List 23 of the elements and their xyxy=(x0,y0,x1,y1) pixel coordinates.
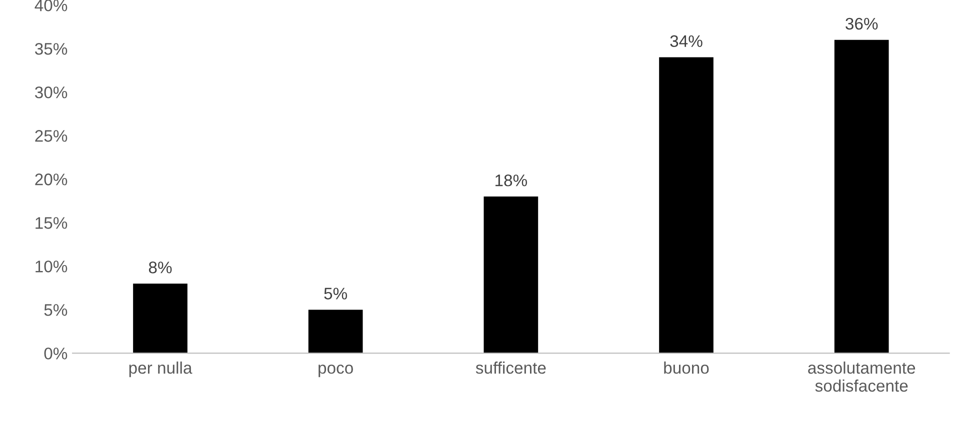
x-tick-label: per nulla xyxy=(129,362,192,378)
data-label: 8% xyxy=(148,262,172,274)
data-label: 5% xyxy=(324,288,348,300)
y-tick-label: 15% xyxy=(36,217,68,229)
bar xyxy=(484,196,538,354)
x-tick-label: buono xyxy=(664,362,709,374)
bar xyxy=(659,57,714,354)
x-tick-label: sufficente xyxy=(476,362,546,374)
y-tick-label: 0% xyxy=(44,348,68,360)
y-tick-label: 5% xyxy=(44,304,68,316)
bar xyxy=(308,310,363,354)
y-tick-label: 35% xyxy=(35,42,68,55)
y-tick-label: 30% xyxy=(35,86,68,98)
data-label: 36% xyxy=(846,18,878,30)
y-tick-label: 10% xyxy=(36,260,68,272)
y-tick-label: 25% xyxy=(35,130,68,142)
bar xyxy=(133,284,188,354)
y-tick-label: 20% xyxy=(35,174,68,186)
x-tick-label: poco xyxy=(318,364,353,378)
data-label: 18% xyxy=(496,174,528,186)
data-label: 34% xyxy=(670,35,702,48)
x-tick-label: assolutamente sodisfacente xyxy=(808,362,916,392)
bar xyxy=(834,40,889,354)
